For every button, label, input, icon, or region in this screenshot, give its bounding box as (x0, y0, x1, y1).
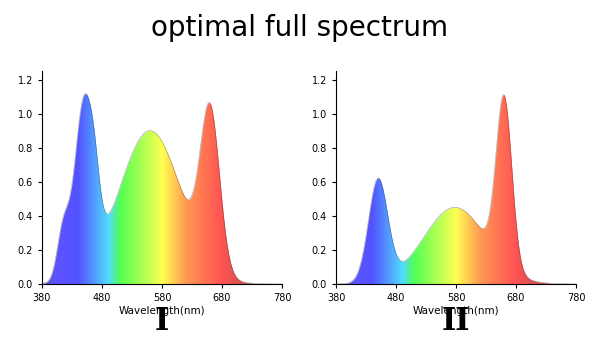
X-axis label: Wavelength(nm): Wavelength(nm) (413, 306, 499, 316)
X-axis label: Wavelength(nm): Wavelength(nm) (119, 306, 205, 316)
Text: I: I (155, 306, 169, 337)
Text: II: II (442, 306, 470, 337)
Text: optimal full spectrum: optimal full spectrum (151, 14, 449, 42)
